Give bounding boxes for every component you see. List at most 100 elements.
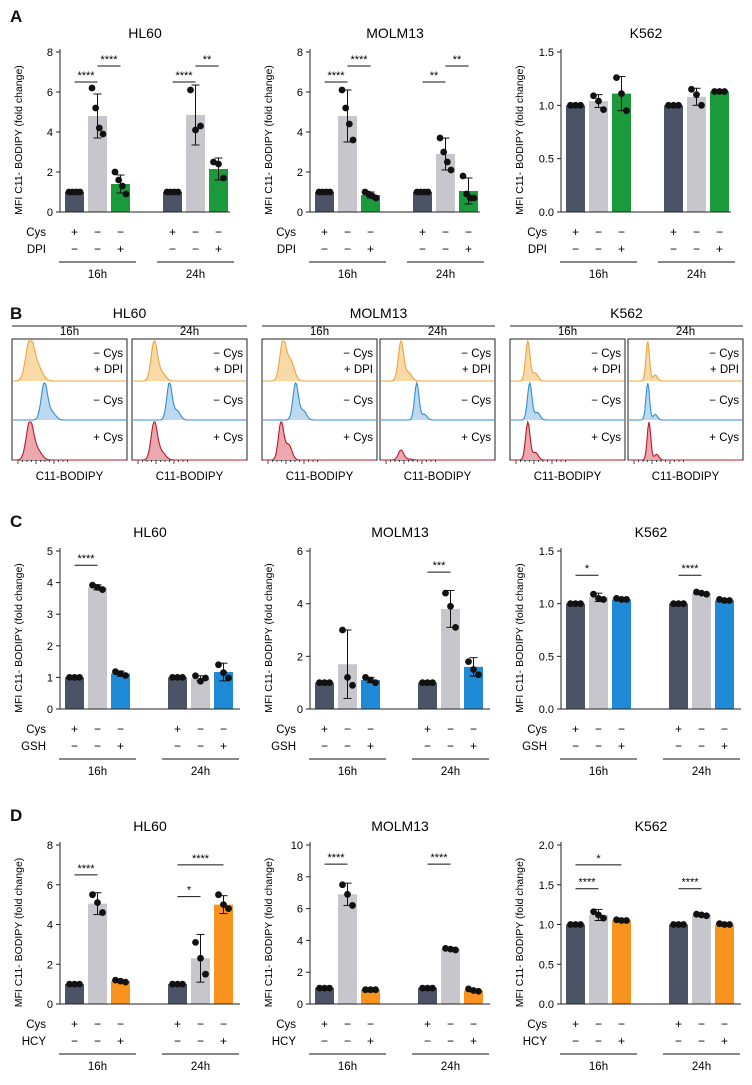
row-label-treat: GSH	[522, 741, 547, 753]
data-point	[316, 984, 323, 992]
row-sign: −	[675, 739, 682, 753]
bar-24h-2	[214, 904, 233, 1004]
row-label-treat: DPI	[277, 244, 296, 256]
data-point	[179, 980, 186, 988]
data-point	[703, 912, 710, 920]
row-sign: −	[716, 225, 723, 239]
row-sign: +	[71, 722, 78, 736]
group-label: 24h	[191, 766, 210, 778]
data-point	[567, 101, 574, 109]
data-point	[118, 182, 126, 190]
group-label: 16h	[589, 269, 608, 281]
hist-line	[381, 339, 494, 382]
data-point	[670, 101, 677, 109]
hist-cond-label: + Cys	[213, 432, 243, 444]
row-sign: −	[197, 739, 204, 753]
row-sign: −	[94, 225, 101, 239]
data-point	[122, 672, 129, 679]
data-point	[693, 91, 700, 99]
sig-label: ****	[350, 54, 368, 66]
row-sign: −	[71, 1034, 78, 1048]
bar-24h-1	[692, 914, 711, 1004]
histogram-panel-5: 24h − Cys + DPI − Cys + Cys C11-BODIPY	[627, 326, 744, 483]
group-label: 16h	[338, 1061, 357, 1073]
data-point	[442, 944, 449, 952]
data-point	[215, 160, 222, 168]
row-sign: −	[344, 242, 351, 256]
row-sign: −	[618, 722, 625, 736]
data-point	[470, 666, 477, 673]
data-point	[372, 679, 379, 687]
data-point	[567, 921, 574, 928]
row-sign: −	[215, 225, 222, 239]
data-point	[187, 86, 194, 94]
data-point	[618, 917, 625, 924]
data-point	[76, 674, 83, 681]
data-point	[111, 168, 119, 176]
data-point	[443, 158, 451, 166]
y-tick-label: 0	[297, 999, 303, 1011]
panel-label-d: D	[10, 806, 23, 825]
row-sign: −	[447, 1034, 454, 1048]
y-tick-label: 0	[297, 207, 303, 219]
panel-label-b: B	[10, 304, 23, 323]
row-sign: +	[618, 739, 625, 753]
row-sign: +	[465, 242, 472, 256]
data-point	[345, 120, 353, 128]
row-sign: +	[716, 242, 723, 256]
row-label-cys: Cys	[276, 1019, 296, 1031]
hist-cond-label: − Cys	[343, 348, 373, 360]
bar-24h-1	[186, 115, 205, 212]
hist-cond-label: − Cys	[709, 395, 739, 407]
row-sign: +	[424, 722, 431, 736]
hist-cond-label: − Cys	[591, 395, 621, 407]
hist-line	[381, 380, 494, 421]
row-sign: +	[321, 722, 328, 736]
data-point	[197, 677, 204, 685]
y-tick-label: 8	[47, 840, 53, 852]
row-sign: −	[94, 739, 101, 753]
row-sign: −	[117, 1017, 124, 1031]
y-axis-label: MFI C11- BODIPY (fold change)	[13, 858, 25, 1008]
data-point	[623, 596, 630, 603]
data-point	[618, 596, 625, 603]
data-point	[459, 172, 467, 180]
row-sign: −	[447, 722, 454, 736]
data-point	[76, 188, 84, 196]
data-point	[572, 921, 579, 928]
data-point	[197, 954, 204, 962]
row-label-treat: GSH	[21, 741, 46, 753]
y-tick-label: 0	[47, 704, 53, 716]
y-tick-label: 1.0	[539, 920, 554, 932]
hist-cond-label: − Cys	[213, 348, 243, 360]
bar-24h-0	[418, 682, 437, 709]
group-label: 24h	[441, 766, 460, 778]
data-point	[429, 984, 436, 992]
y-tick-label: 2	[297, 967, 303, 979]
row-sign: −	[595, 1017, 602, 1031]
data-point	[577, 600, 584, 608]
panel-label-a: A	[10, 7, 23, 26]
row-sign: −	[321, 739, 328, 753]
data-point	[316, 679, 323, 687]
hist-cond-label: + Cys	[591, 432, 621, 444]
bar-16h-2	[612, 599, 631, 709]
row-label-cys: Cys	[26, 227, 46, 239]
hist-cond-label: − Cys	[461, 348, 491, 360]
row-sign: +	[117, 1034, 124, 1048]
group-label: 16h	[589, 1061, 608, 1073]
y-tick-label: 1.5	[539, 47, 554, 59]
row-sign: +	[721, 739, 728, 753]
bar-24h-1	[441, 949, 460, 1004]
row-sign: −	[693, 242, 700, 256]
data-point	[577, 101, 584, 109]
data-point	[344, 890, 351, 898]
data-point	[99, 586, 106, 593]
sig-label: **	[453, 54, 462, 66]
hist-line	[133, 382, 246, 421]
data-point	[71, 980, 78, 988]
data-point	[202, 674, 209, 682]
chart-title: HL60	[133, 818, 167, 834]
row-sign: −	[94, 1017, 101, 1031]
bar-16h-0	[65, 984, 84, 1004]
